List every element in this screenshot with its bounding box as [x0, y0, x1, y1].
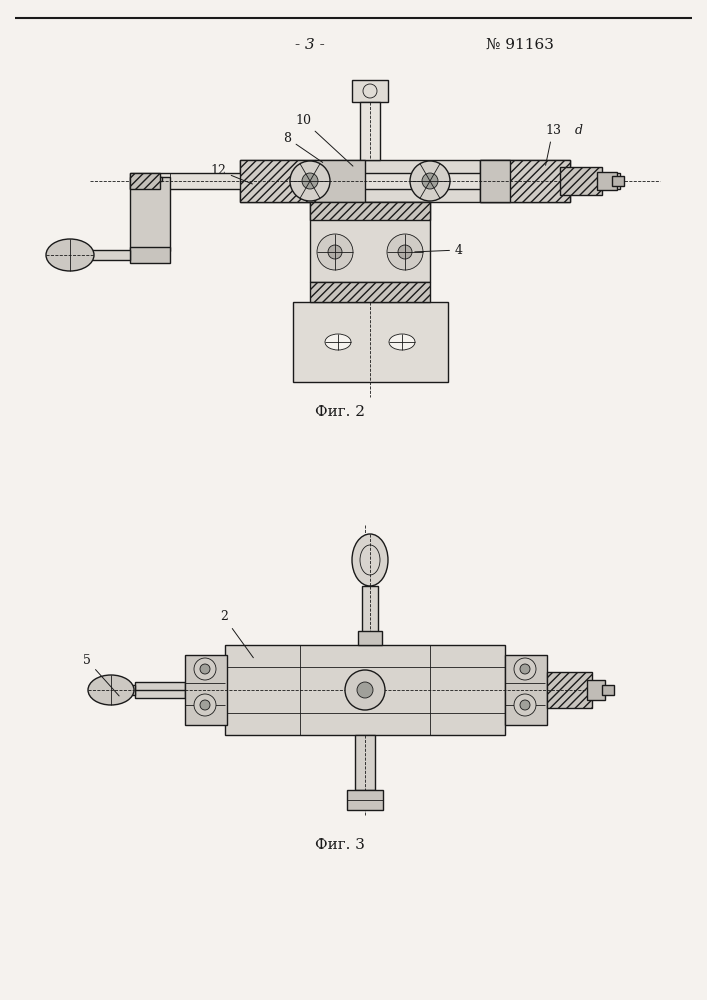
Text: - 3 -: - 3 - [295, 38, 325, 52]
Circle shape [398, 245, 412, 259]
Text: 10: 10 [295, 113, 353, 166]
Ellipse shape [389, 334, 415, 350]
Bar [185, 655, 227, 725]
Bar [505, 655, 547, 725]
Bar [293, 302, 448, 382]
Text: d: d [575, 123, 583, 136]
Circle shape [194, 694, 216, 716]
Bar [310, 202, 430, 282]
Circle shape [357, 682, 373, 698]
Text: Фиг. 3: Фиг. 3 [315, 838, 365, 852]
Circle shape [345, 670, 385, 710]
Bar [547, 672, 592, 708]
Circle shape [328, 245, 342, 259]
Text: 8: 8 [283, 131, 322, 162]
Circle shape [317, 234, 353, 270]
Bar [130, 173, 620, 189]
Bar [90, 250, 130, 260]
Bar [140, 177, 162, 181]
Text: 12: 12 [210, 163, 252, 184]
Text: 5: 5 [83, 654, 119, 696]
Circle shape [302, 173, 318, 189]
Circle shape [194, 658, 216, 680]
Ellipse shape [352, 534, 388, 586]
Text: Фиг. 2: Фиг. 2 [315, 405, 365, 419]
Bar [347, 790, 383, 810]
Text: 2: 2 [220, 610, 253, 658]
Bar [355, 735, 375, 790]
Circle shape [514, 694, 536, 716]
Circle shape [387, 234, 423, 270]
Circle shape [520, 664, 530, 674]
Bar [602, 685, 614, 695]
Bar [480, 160, 510, 202]
Circle shape [514, 658, 536, 680]
Circle shape [200, 700, 210, 710]
Ellipse shape [88, 675, 134, 705]
Bar [315, 160, 365, 202]
Bar [113, 685, 135, 695]
Circle shape [200, 664, 210, 674]
Bar [587, 680, 605, 700]
Ellipse shape [46, 239, 94, 271]
Bar [310, 202, 430, 220]
Circle shape [410, 161, 450, 201]
Bar [597, 172, 617, 190]
Circle shape [422, 173, 438, 189]
Bar [225, 645, 505, 735]
Bar [130, 177, 170, 251]
Ellipse shape [325, 334, 351, 350]
Bar [352, 80, 388, 102]
Text: 13: 13 [545, 123, 561, 165]
Text: № 91163: № 91163 [486, 38, 554, 52]
Text: 4: 4 [415, 243, 463, 256]
Bar [360, 102, 380, 160]
Bar [135, 682, 185, 698]
Bar [362, 586, 378, 641]
Bar [240, 160, 570, 202]
Bar [358, 631, 382, 645]
Circle shape [290, 161, 330, 201]
Bar [480, 160, 570, 202]
Bar [240, 160, 315, 202]
Bar [612, 176, 624, 186]
Bar [130, 247, 170, 263]
Bar [310, 282, 430, 302]
Bar [130, 173, 160, 189]
Bar [560, 167, 602, 195]
Circle shape [520, 700, 530, 710]
